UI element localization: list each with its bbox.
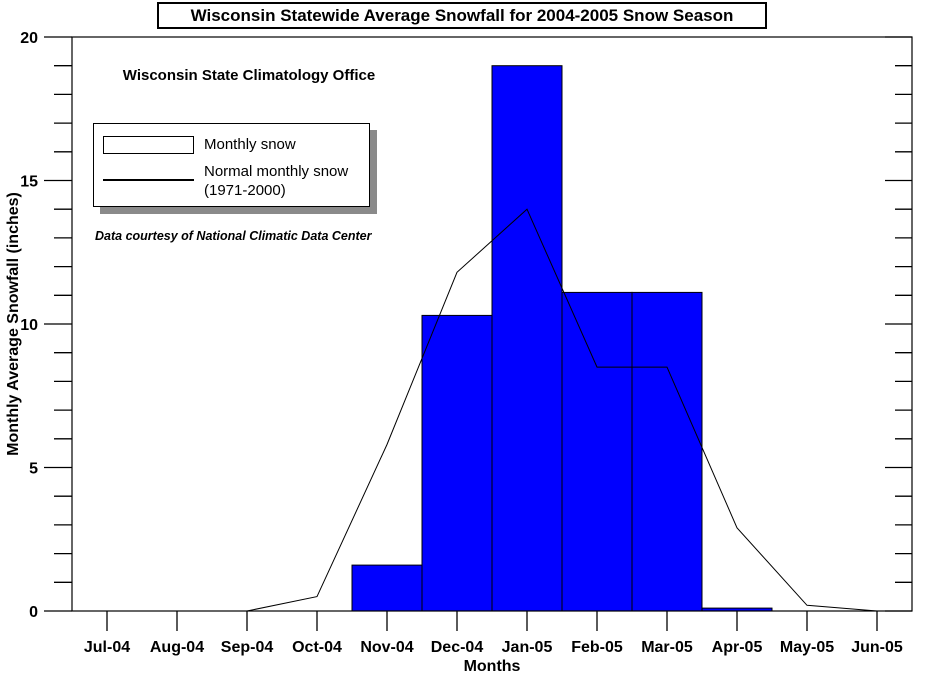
bar-feb-05 [561, 291, 633, 612]
data-courtesy-label: Data courtesy of National Climatic Data … [95, 229, 372, 243]
legend: Monthly snow Normal monthly snow (1971-2… [93, 123, 370, 207]
y-axis-title: Monthly Average Snowfall (inches) [5, 192, 22, 456]
bar-mar-05 [631, 291, 703, 612]
bar-jan-05 [491, 65, 563, 612]
normal-snow-line-sample [103, 179, 194, 181]
y-tick-label-10: 10 [20, 317, 38, 334]
y-tick-label-5: 5 [29, 461, 38, 478]
x-axis-title: Months [464, 658, 521, 675]
x-tick-label-apr-05: Apr-05 [712, 639, 763, 656]
y-tick-label-0: 0 [29, 604, 38, 621]
x-tick-label-feb-05: Feb-05 [571, 639, 623, 656]
chart-title: Wisconsin Statewide Average Snowfall for… [190, 5, 734, 25]
bar-dec-04 [421, 314, 493, 612]
legend-label-normal-snow: Normal monthly snow (1971-2000) [204, 163, 349, 199]
legend-label-monthly-snow: Monthly snow [204, 136, 296, 153]
x-tick-label-aug-04: Aug-04 [150, 639, 204, 656]
x-tick-label-mar-05: Mar-05 [641, 639, 693, 656]
y-tick-label-20: 20 [20, 30, 38, 47]
x-tick-label-jul-04: Jul-04 [84, 639, 130, 656]
x-tick-label-nov-04: Nov-04 [360, 639, 413, 656]
x-tick-label-oct-04: Oct-04 [292, 639, 342, 656]
x-tick-label-jan-05: Jan-05 [502, 639, 553, 656]
x-tick-label-dec-04: Dec-04 [431, 639, 484, 656]
x-tick-label-may-05: May-05 [780, 639, 834, 656]
bar-nov-04 [351, 564, 423, 612]
y-tick-label-15: 15 [20, 174, 38, 191]
monthly-snow-swatch [103, 136, 194, 154]
chart-title-box: Wisconsin Statewide Average Snowfall for… [157, 2, 767, 29]
climatology-office-label: Wisconsin State Climatology Office [122, 67, 376, 84]
x-tick-label-sep-04: Sep-04 [221, 639, 274, 656]
x-tick-label-jun-05: Jun-05 [851, 639, 903, 656]
